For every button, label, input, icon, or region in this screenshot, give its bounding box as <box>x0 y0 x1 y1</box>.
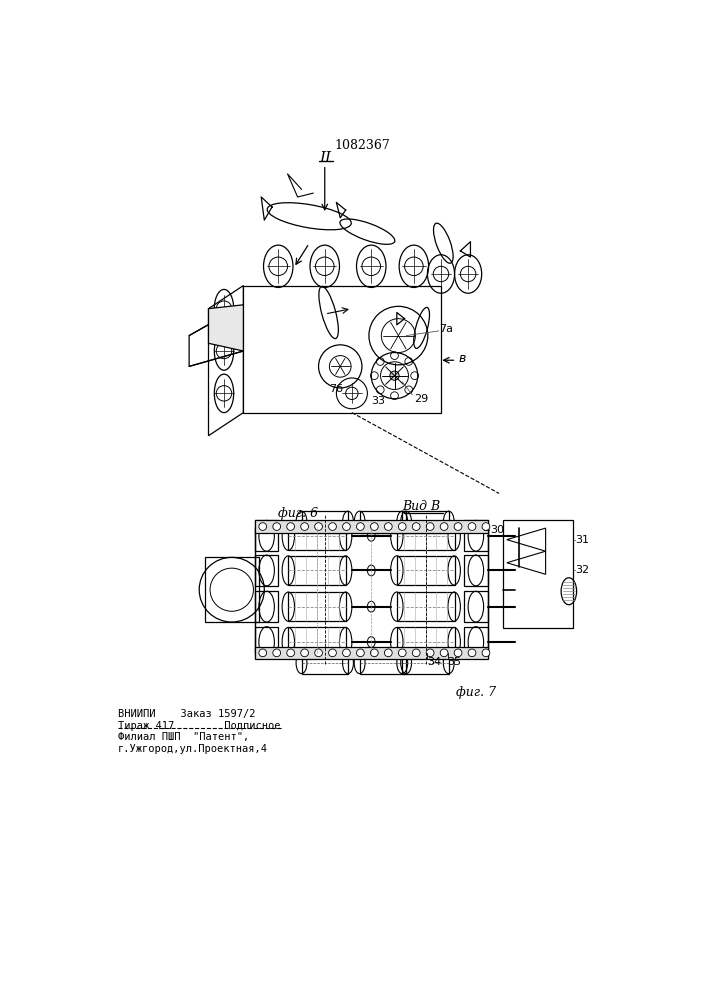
Circle shape <box>259 649 267 657</box>
Circle shape <box>454 523 462 530</box>
Circle shape <box>259 523 267 530</box>
Bar <box>255 627 279 657</box>
Circle shape <box>398 649 406 657</box>
Text: 31: 31 <box>575 535 589 545</box>
Circle shape <box>300 649 308 657</box>
Circle shape <box>356 523 364 530</box>
Circle shape <box>273 523 281 530</box>
Bar <box>397 627 455 657</box>
Bar <box>397 556 455 585</box>
Bar <box>464 591 488 622</box>
Bar <box>402 511 449 533</box>
Bar <box>397 521 455 550</box>
Bar <box>288 521 346 550</box>
Circle shape <box>412 523 420 530</box>
Polygon shape <box>209 305 243 351</box>
Circle shape <box>370 649 378 657</box>
Text: 34: 34 <box>427 657 441 667</box>
Circle shape <box>287 649 295 657</box>
Text: фиг. 7: фиг. 7 <box>456 686 496 699</box>
Circle shape <box>343 523 351 530</box>
Circle shape <box>390 371 399 380</box>
Bar <box>255 647 488 659</box>
Circle shape <box>315 523 322 530</box>
Bar <box>301 511 348 533</box>
Bar <box>464 555 488 586</box>
Circle shape <box>329 649 337 657</box>
Bar <box>503 520 573 628</box>
Bar <box>288 592 346 621</box>
Text: в: в <box>459 352 466 365</box>
Text: фиг. 6: фиг. 6 <box>278 507 317 520</box>
Text: Тираж 417        Подписное: Тираж 417 Подписное <box>118 721 280 731</box>
Text: 1082367: 1082367 <box>334 139 390 152</box>
Text: 35: 35 <box>448 657 461 667</box>
Bar <box>288 627 346 657</box>
Bar <box>301 652 348 674</box>
Circle shape <box>454 649 462 657</box>
Circle shape <box>440 523 448 530</box>
Circle shape <box>273 649 281 657</box>
Text: 7б: 7б <box>329 384 343 394</box>
Bar <box>464 627 488 657</box>
Circle shape <box>300 523 308 530</box>
Circle shape <box>315 649 322 657</box>
Text: ВНИИПИ    Заказ 1597/2: ВНИИПИ Заказ 1597/2 <box>118 709 255 719</box>
Bar <box>204 557 259 622</box>
Text: 7а: 7а <box>440 324 453 334</box>
Bar <box>288 556 346 585</box>
Bar <box>464 520 488 551</box>
Text: II: II <box>319 151 331 165</box>
Circle shape <box>398 523 406 530</box>
Circle shape <box>370 523 378 530</box>
Circle shape <box>385 523 392 530</box>
Text: Вид B: Вид B <box>402 500 440 513</box>
Text: г.Ужгород,ул.Проектная,4: г.Ужгород,ул.Проектная,4 <box>118 744 268 754</box>
Circle shape <box>426 523 434 530</box>
Circle shape <box>468 649 476 657</box>
Circle shape <box>482 649 490 657</box>
Circle shape <box>343 649 351 657</box>
Circle shape <box>468 523 476 530</box>
Text: 30: 30 <box>490 525 504 535</box>
Text: 33: 33 <box>371 396 385 406</box>
Bar <box>255 520 488 533</box>
Bar <box>397 592 455 621</box>
Circle shape <box>412 649 420 657</box>
Circle shape <box>385 649 392 657</box>
Bar <box>360 652 406 674</box>
Circle shape <box>426 649 434 657</box>
Bar <box>255 555 279 586</box>
Circle shape <box>287 523 295 530</box>
Circle shape <box>356 649 364 657</box>
Bar <box>255 527 488 653</box>
Bar <box>360 511 406 533</box>
Bar <box>402 652 449 674</box>
Bar <box>255 591 279 622</box>
Circle shape <box>482 523 490 530</box>
Text: 29: 29 <box>414 394 428 404</box>
Text: Филиал ПШП  "Патент",: Филиал ПШП "Патент", <box>118 732 249 742</box>
Circle shape <box>329 523 337 530</box>
Bar <box>255 520 279 551</box>
Circle shape <box>440 649 448 657</box>
Text: 32: 32 <box>575 565 589 575</box>
